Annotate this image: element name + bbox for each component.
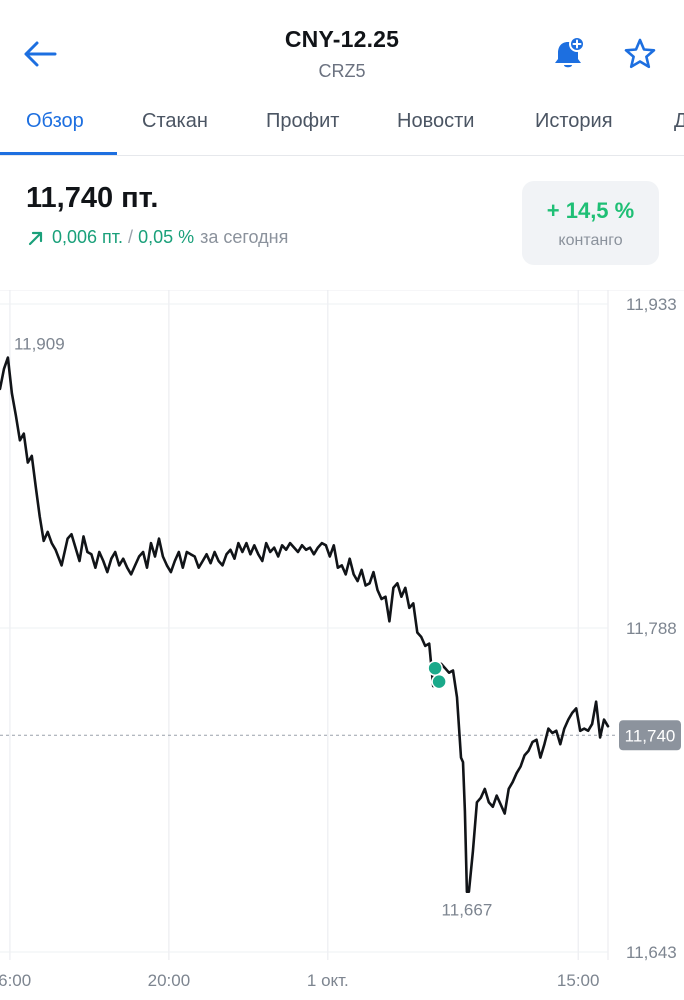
change-points: 0,006 пт. bbox=[52, 227, 124, 247]
arrow-up-right-icon bbox=[28, 231, 43, 245]
tab-news[interactable]: Новости bbox=[397, 110, 475, 132]
bell-plus-icon bbox=[555, 36, 585, 68]
favorite-button[interactable] bbox=[618, 32, 662, 76]
instrument-title: CNY-12.25 bbox=[284, 26, 400, 52]
add-alert-button[interactable] bbox=[546, 32, 590, 76]
high-label: 11,909 bbox=[14, 335, 65, 354]
tab-more[interactable]: Д bbox=[674, 110, 684, 133]
daily-change: 0,006 пт. / 0,05 % за сегодня bbox=[26, 227, 288, 248]
tab-history[interactable]: История bbox=[535, 110, 613, 132]
star-icon bbox=[624, 38, 656, 69]
low-label: 11,667 bbox=[442, 901, 493, 920]
x-tick-label: 16:00 bbox=[0, 971, 31, 990]
trade-marker[interactable] bbox=[427, 660, 443, 676]
y-tick-label: 11,933 bbox=[626, 295, 677, 314]
arrow-left-icon bbox=[24, 41, 57, 67]
change-period: за сегодня bbox=[200, 227, 289, 247]
back-button[interactable] bbox=[18, 34, 62, 74]
current-price-tag-label: 11,740 bbox=[625, 726, 676, 745]
y-tick-label: 11,788 bbox=[626, 619, 677, 638]
top-bar: CNY-12.25 CRZ5 bbox=[0, 0, 684, 95]
instrument-header: CNY-12.25 CRZ5 bbox=[0, 26, 684, 82]
contango-badge[interactable]: + 14,5 % контанго bbox=[522, 181, 659, 265]
y-tick-label: 11,643 bbox=[626, 943, 677, 962]
tab-profit[interactable]: Профит bbox=[266, 110, 340, 132]
price-line bbox=[0, 356, 610, 893]
current-price-tag bbox=[619, 720, 681, 751]
change-percent: 0,05 % bbox=[138, 227, 195, 247]
active-tab-indicator bbox=[0, 152, 117, 155]
price-chart[interactable]: 11,933 11,788 11,643 16:00 20:00 1 окт. 15:00 1… bbox=[0, 290, 684, 1000]
tab-bar: Обзор Стакан Профит Новости История Д bbox=[0, 96, 684, 156]
tab-overview[interactable]: Обзор bbox=[26, 110, 84, 132]
contango-value: + 14,5 % bbox=[546, 198, 635, 223]
trade-marker[interactable] bbox=[431, 673, 447, 690]
contango-label: контанго bbox=[558, 232, 623, 249]
tab-order-book[interactable]: Стакан bbox=[142, 110, 208, 132]
current-price: 11,740 пт. bbox=[26, 182, 159, 214]
x-tick-label: 1 окт. bbox=[307, 971, 349, 990]
x-tick-label: 20:00 bbox=[148, 971, 191, 990]
change-separator: / bbox=[128, 227, 134, 247]
quote-summary: 11,740 пт. 0,006 пт. / 0,05 % за сегодня bbox=[26, 182, 288, 248]
x-tick-label: 15:00 bbox=[557, 971, 600, 990]
instrument-ticker: CRZ5 bbox=[318, 61, 366, 81]
